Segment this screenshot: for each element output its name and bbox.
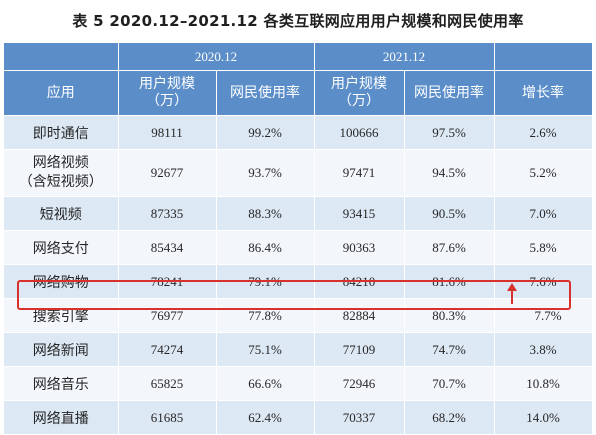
app-name: 搜索引擎 — [4, 298, 119, 333]
users-2021: 70337 — [314, 400, 405, 435]
rate-2020: 66.6% — [216, 366, 315, 401]
users-2021: 90363 — [314, 230, 405, 265]
app-name: 网络视频 （含短视频） — [4, 149, 119, 197]
app-name: 网络音乐 — [4, 366, 119, 401]
data-table: 2020.12 2021.12 应用 用户规模 （万） 网民使用率 用户规模 （… — [4, 43, 593, 435]
growth-rate: 14.0% — [494, 400, 593, 435]
rate-2020-column-header: 网民使用率 — [216, 70, 315, 116]
rate-2021: 68.2% — [404, 400, 495, 435]
rate-2020: 77.8% — [216, 298, 315, 333]
users-2020: 87335 — [118, 196, 217, 231]
rate-2020: 75.1% — [216, 332, 315, 367]
rate-2021-column-header: 网民使用率 — [404, 70, 495, 116]
users-2021: 82884 — [314, 298, 405, 333]
users-2021: 84210 — [314, 264, 405, 299]
users-2020: 98111 — [118, 115, 217, 150]
growth-rate: 3.8% — [494, 332, 593, 367]
growth-rate: 2.6% — [494, 115, 593, 150]
growth-rate: 7.0% — [494, 196, 593, 231]
users-2020-column-header: 用户规模 （万） — [118, 70, 217, 116]
users-2021: 97471 — [314, 149, 405, 197]
users-2020: 78241 — [118, 264, 217, 299]
users-2020: 65825 — [118, 366, 217, 401]
rate-2021: 81.6% — [404, 264, 495, 299]
rate-2021: 70.7% — [404, 366, 495, 401]
users-2021: 72946 — [314, 366, 405, 401]
app-name: 网络购物 — [4, 264, 119, 299]
rate-2021: 80.3% — [404, 298, 495, 333]
table-row: 网络音乐 65825 66.6% 72946 70.7% 10.8% — [4, 366, 593, 401]
users-2020: 85434 — [118, 230, 217, 265]
rate-2021: 74.7% — [404, 332, 495, 367]
rate-2021: 87.6% — [404, 230, 495, 265]
table-row: 网络直播 61685 62.4% 70337 68.2% 14.0% — [4, 400, 593, 435]
growth-rate: 10.8% — [494, 366, 593, 401]
users-2021: 100666 — [314, 115, 405, 150]
rate-2021: 94.5% — [404, 149, 495, 197]
users-2021: 93415 — [314, 196, 405, 231]
rate-2021: 97.5% — [404, 115, 495, 150]
app-name: 网络支付 — [4, 230, 119, 265]
users-2021-column-header: 用户规模 （万） — [314, 70, 405, 116]
app-name: 即时通信 — [4, 115, 119, 150]
growth-rate: 7.7% — [494, 298, 593, 333]
table-row: 网络购物 78241 79.1% 84210 81.6% 7.6% — [4, 264, 593, 299]
users-2020: 74274 — [118, 332, 217, 367]
users-2020: 92677 — [118, 149, 217, 197]
table-row: 网络视频 （含短视频） 92677 93.7% 97471 94.5% 5.2% — [4, 149, 593, 197]
rate-2020: 88.3% — [216, 196, 315, 231]
year-header-2021: 2021.12 — [314, 43, 495, 71]
rate-2021: 90.5% — [404, 196, 495, 231]
table-row: 即时通信 98111 99.2% 100666 97.5% 2.6% — [4, 115, 593, 150]
users-2020: 61685 — [118, 400, 217, 435]
growth-rate: 5.8% — [494, 230, 593, 265]
table-row: 短视频 87335 88.3% 93415 90.5% 7.0% — [4, 196, 593, 231]
table-title: 表 5 2020.12–2021.12 各类互联网应用用户规模和网民使用率 — [72, 12, 524, 30]
year-header-2020: 2020.12 — [118, 43, 315, 71]
users-2021: 77109 — [314, 332, 405, 367]
app-name: 网络新闻 — [4, 332, 119, 367]
blank-header — [4, 43, 119, 71]
users-2020: 76977 — [118, 298, 217, 333]
rate-2020: 62.4% — [216, 400, 315, 435]
rate-2020: 86.4% — [216, 230, 315, 265]
app-column-header: 应用 — [4, 70, 119, 116]
blank-header — [494, 43, 593, 71]
up-arrow-icon — [507, 283, 517, 304]
rate-2020: 79.1% — [216, 264, 315, 299]
rate-2020: 99.2% — [216, 115, 315, 150]
app-name: 网络直播 — [4, 400, 119, 435]
app-name: 短视频 — [4, 196, 119, 231]
table-row: 网络支付 85434 86.4% 90363 87.6% 5.8% — [4, 230, 593, 265]
table-row-highlighted: 搜索引擎 76977 77.8% 82884 80.3% 7.7% — [4, 298, 593, 333]
growth-column-header: 增长率 — [494, 70, 593, 116]
rate-2020: 93.7% — [216, 149, 315, 197]
table-row: 网络新闻 74274 75.1% 77109 74.7% 3.8% — [4, 332, 593, 367]
growth-rate: 5.2% — [494, 149, 593, 197]
